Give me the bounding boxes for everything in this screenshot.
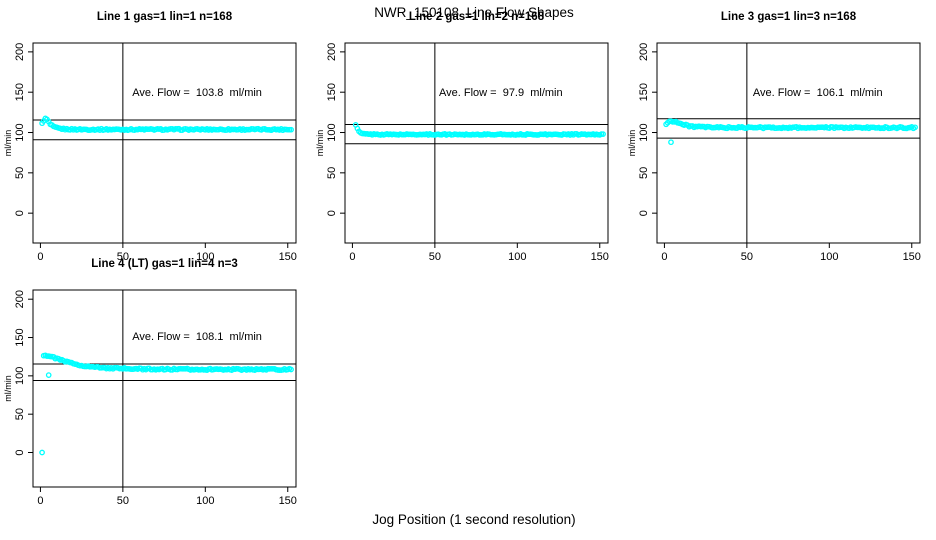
y-tick-label: 200 [638, 43, 650, 61]
data-point [288, 366, 294, 373]
y-tick-label: 0 [14, 210, 26, 216]
x-tick-label: 150 [903, 251, 921, 263]
y-tick-label: 100 [14, 123, 26, 141]
panel-title-line-1: Line 1 gas=1 lin=1 n=168 [96, 11, 233, 23]
plot-area-line-4: 0 50 100 150 0 50 100 150 200 ml/min Ave. Flow = 1… [3, 289, 297, 507]
plot-box [32, 289, 297, 488]
panel-title-line-4: Line 4 (LT) gas=1 lin=4 n=3 [91, 258, 238, 270]
y-tick-label: 0 [14, 449, 26, 455]
plot-area-line-3: 0 50 100 150 0 50 100 150 200 ml/min Ave. Flow = 1… [627, 42, 921, 263]
outlier-point [45, 372, 52, 378]
outlier-point [39, 449, 45, 456]
ave-flow-annotation: Ave. Flow = 97.9 ml/min [439, 87, 563, 99]
x-tick-label: 50 [429, 251, 441, 263]
plot-box [656, 42, 921, 244]
x-axis-label: Jog Position (1 second resolution) [372, 512, 576, 527]
y-tick-label: 100 [14, 367, 26, 385]
y-tick-label: 50 [638, 167, 650, 179]
data-points [663, 118, 918, 146]
x-tick-label: 100 [196, 495, 214, 507]
y-tick-label: 50 [326, 167, 338, 179]
data-points [39, 352, 294, 456]
x-tick-label: 0 [37, 495, 43, 507]
plot-box [32, 42, 297, 244]
y-axis-title: ml/min [627, 130, 637, 157]
y-axis-title: ml/min [3, 375, 13, 402]
y-tick-label: 0 [326, 210, 338, 216]
outlier-point [668, 139, 674, 146]
main-title: NWR_150108 Line Flow Shapes [374, 5, 574, 20]
data-point [600, 131, 606, 137]
data-point [288, 126, 294, 133]
ave-flow-annotation: Ave. Flow = 103.8 ml/min [132, 87, 262, 99]
panel-title-line-3: Line 3 gas=1 lin=3 n=168 [720, 11, 857, 23]
ave-flow-annotation: Ave. Flow = 108.1 ml/min [132, 331, 262, 343]
plot-area-line-1: 0 50 100 150 0 50 100 150 200 ml/min Ave. Flow = 1… [3, 42, 297, 263]
x-tick-label: 0 [37, 251, 43, 263]
y-axis-title: ml/min [315, 130, 325, 157]
x-tick-label: 0 [661, 251, 667, 263]
y-tick-label: 200 [326, 43, 338, 61]
x-tick-label: 100 [508, 251, 526, 263]
y-tick-label: 150 [326, 83, 338, 101]
ave-flow-annotation: Ave. Flow = 106.1 ml/min [753, 87, 883, 99]
data-points [352, 122, 606, 138]
panel-title-line-2: Line 2 gas=1 lin=2 n=168 [408, 11, 545, 23]
y-tick-label: 50 [14, 167, 26, 179]
y-tick-label: 150 [14, 328, 26, 346]
x-tick-label: 50 [117, 251, 129, 263]
x-tick-label: 150 [279, 495, 297, 507]
y-tick-label: 50 [14, 408, 26, 420]
plot-area-line-2: 0 50 100 150 0 50 100 150 200 ml/min Ave. Flow = 9… [315, 42, 609, 263]
y-tick-label: 150 [638, 83, 650, 101]
x-tick-label: 0 [349, 251, 355, 263]
y-tick-label: 100 [326, 123, 338, 141]
x-tick-label: 100 [820, 251, 838, 263]
data-point [912, 124, 918, 131]
x-tick-label: 50 [117, 495, 129, 507]
x-tick-label: 150 [591, 251, 609, 263]
y-tick-label: 200 [14, 43, 26, 61]
plot-box [344, 42, 609, 244]
y-tick-label: 0 [638, 210, 650, 216]
y-axis-title: ml/min [3, 130, 13, 157]
y-tick-label: 200 [14, 290, 26, 308]
x-tick-label: 100 [196, 251, 214, 263]
y-tick-label: 100 [638, 123, 650, 141]
data-points [39, 115, 294, 134]
x-tick-label: 150 [279, 251, 297, 263]
y-tick-label: 150 [14, 83, 26, 101]
x-tick-label: 50 [741, 251, 753, 263]
